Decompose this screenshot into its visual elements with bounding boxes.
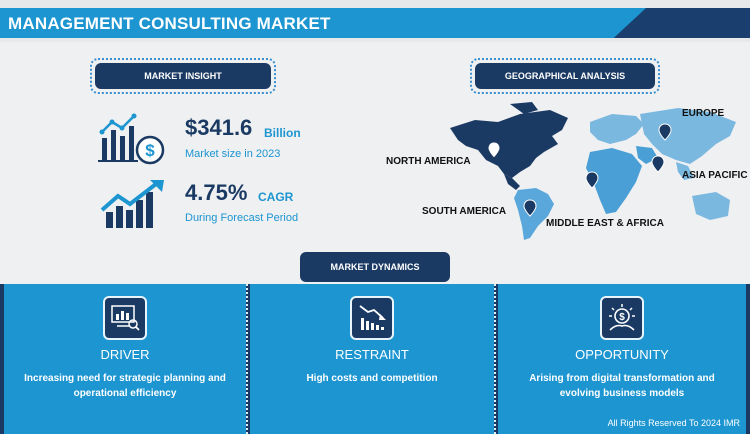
- market-size-unit: Billion: [264, 126, 301, 140]
- geo-analysis-pill: GEOGRAPHICAL ANALYSIS: [470, 58, 660, 94]
- restraint-panel: RESTRAINT High costs and competition: [250, 284, 494, 434]
- cagr-caption: During Forecast Period: [185, 212, 299, 224]
- declining-chart-icon: [350, 296, 394, 340]
- opportunity-title: OPPORTUNITY: [575, 347, 669, 362]
- market-insight-pill: MARKET INSIGHT: [90, 58, 276, 94]
- market-size-value: $341.6: [185, 115, 253, 140]
- opportunity-panel: $ OPPORTUNITY Arising from digital trans…: [498, 284, 746, 434]
- driver-desc: Increasing need for strategic planning a…: [24, 373, 226, 399]
- market-size-caption: Market size in 2023: [185, 148, 281, 160]
- cagr-unit: CAGR: [258, 190, 294, 204]
- driver-panel: DRIVER Increasing need for strategic pla…: [4, 284, 246, 434]
- region-mea: MIDDLE EAST & AFRICA: [546, 218, 664, 229]
- dynamics-panels: DRIVER Increasing need for strategic pla…: [0, 284, 750, 434]
- world-map: [450, 102, 736, 240]
- region-europe: EUROPE: [682, 108, 725, 119]
- page-title: MANAGEMENT CONSULTING MARKET: [8, 14, 331, 33]
- copyright-footer: All Rights Reserved To 2024 IMR: [607, 418, 740, 428]
- title-band: [0, 8, 646, 38]
- market-dynamics-pill: MARKET DYNAMICS: [300, 252, 450, 282]
- region-south-america: SOUTH AMERICA: [422, 206, 507, 217]
- panel-divider: [494, 284, 496, 434]
- market-insight-label: MARKET INSIGHT: [95, 63, 271, 89]
- cagr-value: 4.75%: [185, 180, 248, 205]
- panel-divider: [246, 284, 248, 434]
- svg-text:$: $: [145, 141, 155, 160]
- geo-analysis-label: GEOGRAPHICAL ANALYSIS: [475, 63, 655, 89]
- opportunity-desc: Arising from digital transformation and …: [529, 373, 715, 399]
- region-asia-pacific: ASIA PACIFIC: [682, 170, 748, 181]
- driver-title: DRIVER: [100, 347, 150, 362]
- chart-dollar-icon: $: [98, 113, 165, 165]
- idea-dollar-icon: $: [600, 296, 644, 340]
- region-north-america: NORTH AMERICA: [386, 156, 471, 167]
- growth-arrow-icon: [100, 180, 164, 228]
- restraint-title: RESTRAINT: [335, 347, 409, 362]
- analysis-icon: [103, 296, 147, 340]
- market-dynamics-label: MARKET DYNAMICS: [300, 252, 450, 282]
- restraint-desc: High costs and competition: [306, 373, 438, 384]
- svg-text:$: $: [619, 312, 625, 323]
